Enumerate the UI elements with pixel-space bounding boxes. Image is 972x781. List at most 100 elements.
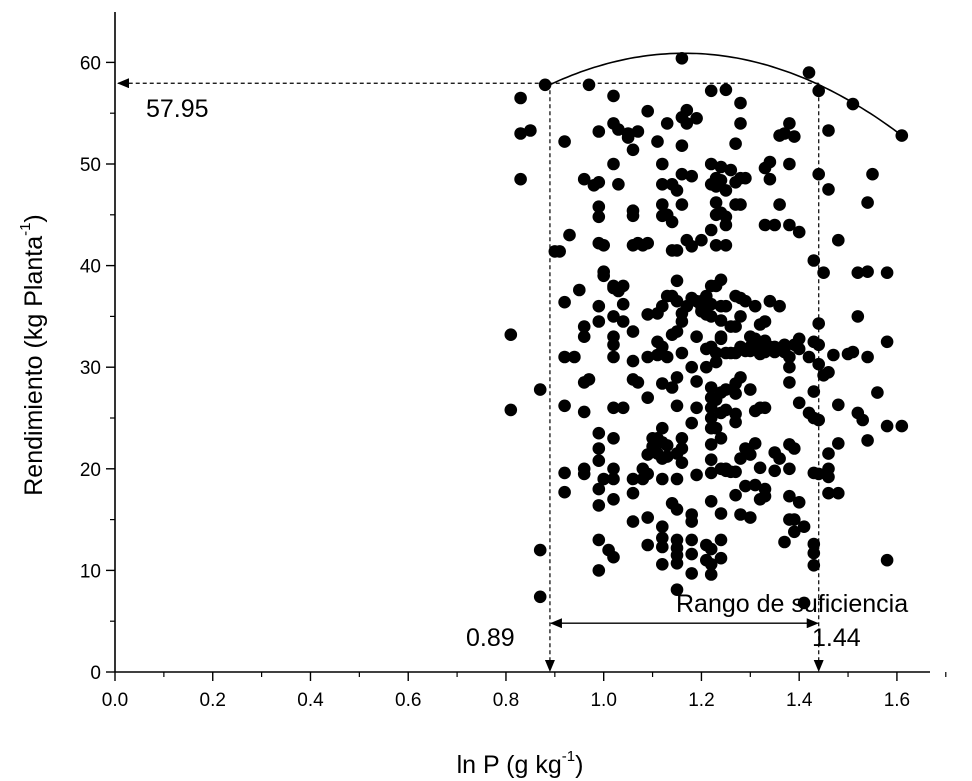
- data-point: [577, 467, 591, 481]
- data-point: [704, 411, 718, 425]
- data-point: [607, 350, 620, 364]
- data-point: [704, 466, 718, 480]
- data-point: [641, 511, 654, 524]
- data-point: [558, 135, 571, 148]
- data-point: [822, 486, 835, 500]
- data-point: [704, 223, 718, 237]
- data-point: [577, 330, 591, 344]
- data-point: [719, 239, 733, 252]
- data-point: [607, 401, 620, 415]
- data-point: [861, 434, 874, 447]
- data-point: [709, 346, 723, 360]
- data-point: [812, 167, 825, 181]
- data-point: [719, 403, 733, 417]
- data-point: [783, 462, 796, 476]
- data-point: [685, 169, 698, 183]
- data-point: [714, 332, 728, 346]
- data-point: [597, 239, 610, 252]
- data-point: [592, 315, 606, 328]
- data-point: [607, 338, 620, 352]
- data-point: [714, 551, 728, 565]
- data-point: [807, 385, 821, 398]
- data-point: [577, 320, 591, 333]
- data-point: [832, 486, 845, 500]
- data-point: [861, 196, 874, 209]
- x-tick-label: 1.4: [786, 690, 813, 711]
- data-point: [783, 157, 796, 171]
- data-point: [846, 345, 860, 359]
- data-point: [797, 596, 811, 610]
- data-point: [734, 371, 747, 384]
- data-point: [704, 84, 718, 98]
- data-point: [773, 198, 786, 211]
- data-point: [626, 486, 640, 500]
- data-point: [895, 419, 909, 433]
- data-point: [739, 171, 752, 185]
- data-point: [778, 535, 791, 549]
- data-point: [763, 172, 777, 186]
- data-point: [788, 442, 801, 455]
- fit-curve-group: [544, 52, 903, 137]
- data-point: [675, 456, 689, 470]
- data-point: [734, 452, 747, 465]
- data-point: [851, 310, 865, 323]
- data-point: [612, 123, 625, 136]
- data-point: [704, 310, 718, 323]
- data-point: [812, 467, 825, 481]
- data-point: [656, 531, 669, 545]
- data-point: [504, 328, 518, 342]
- data-point: [744, 383, 757, 396]
- data-point: [783, 360, 796, 374]
- data-point: [675, 346, 689, 360]
- data-point: [616, 315, 630, 328]
- data-point: [675, 432, 689, 445]
- x-tick-label: 1.0: [590, 690, 616, 711]
- data-point: [573, 283, 586, 297]
- data-point: [744, 511, 757, 524]
- data-point: [822, 183, 835, 196]
- data-point: [660, 439, 674, 452]
- data-point: [807, 537, 821, 551]
- data-point: [763, 155, 777, 169]
- data-point: [670, 557, 684, 570]
- data-point: [533, 543, 547, 557]
- data-point: [748, 437, 762, 450]
- data-point: [592, 176, 606, 189]
- data-point: [592, 200, 606, 213]
- data-point: [704, 381, 718, 394]
- range-label: Rango de suficiencia: [676, 590, 908, 618]
- data-point: [592, 442, 606, 455]
- data-point: [685, 240, 698, 253]
- data-point: [577, 405, 591, 419]
- data-point: [768, 218, 781, 232]
- data-point: [739, 294, 752, 308]
- data-point: [607, 493, 620, 506]
- data-point: [660, 450, 674, 463]
- data-point: [558, 399, 571, 413]
- data-point: [592, 426, 606, 440]
- data-point: [802, 350, 816, 364]
- data-point: [758, 315, 772, 328]
- data-point: [773, 452, 786, 465]
- data-point: [592, 299, 606, 313]
- data-point: [758, 489, 772, 503]
- data-point: [851, 266, 865, 280]
- data-point: [665, 381, 679, 394]
- data-point: [704, 453, 718, 467]
- data-point: [607, 472, 620, 486]
- data-point: [734, 508, 747, 521]
- data-point: [607, 550, 620, 564]
- data-point: [709, 355, 723, 369]
- data-point: [709, 421, 723, 435]
- data-point: [626, 209, 640, 223]
- guide-lines: [117, 78, 824, 672]
- upper-limit-label: 1.44: [812, 624, 861, 652]
- data-point: [792, 496, 806, 509]
- data-point: [729, 320, 742, 333]
- data-point: [748, 478, 762, 492]
- data-point: [616, 297, 630, 311]
- data-point: [670, 371, 684, 384]
- data-point: [558, 466, 571, 480]
- data-point: [685, 416, 698, 430]
